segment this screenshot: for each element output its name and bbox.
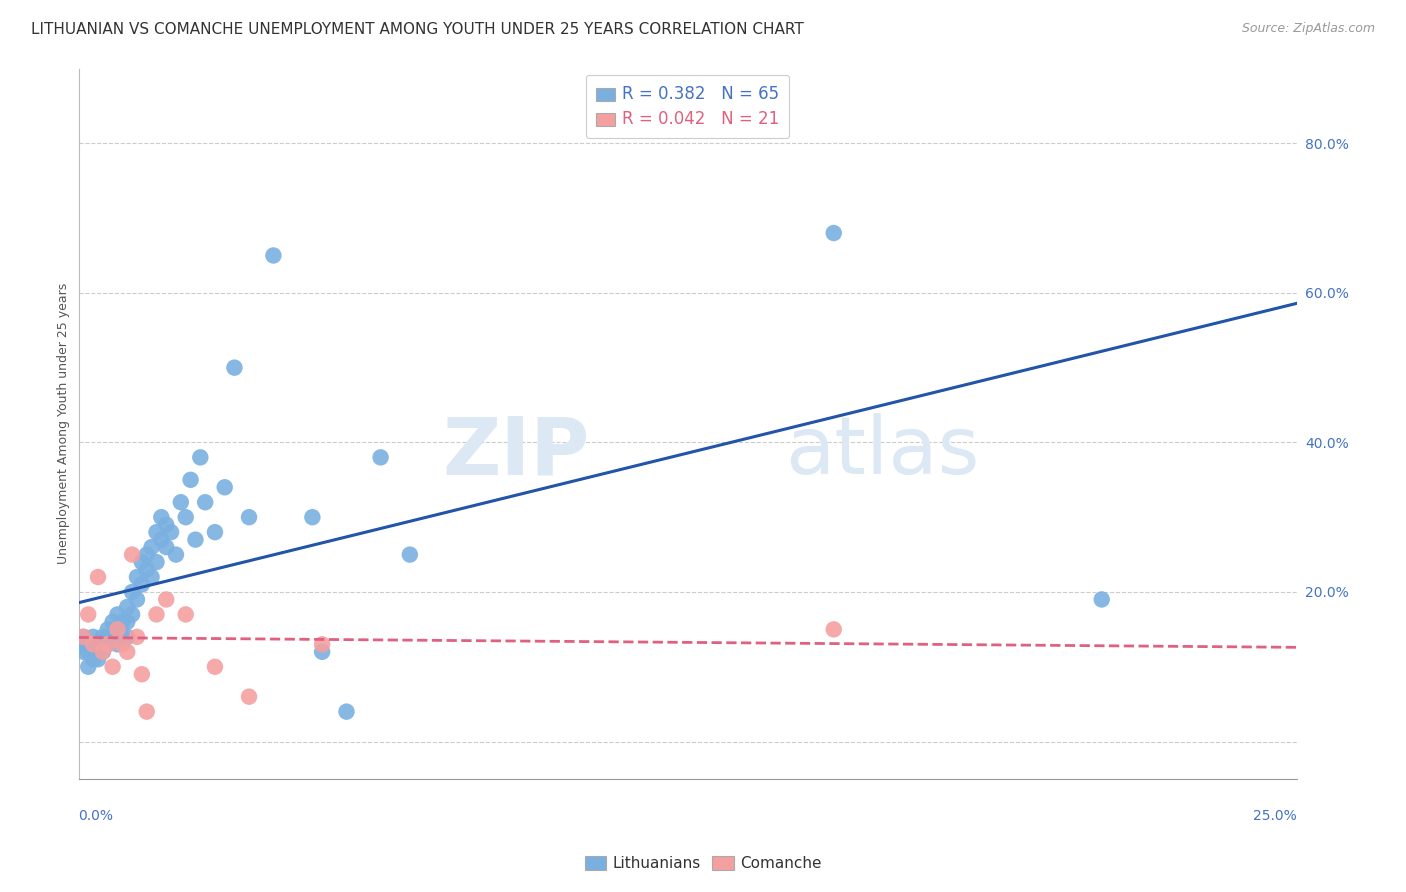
Point <box>823 623 845 637</box>
Point <box>72 637 94 651</box>
Point <box>155 540 177 554</box>
Point <box>115 645 138 659</box>
Point <box>155 592 177 607</box>
Point <box>145 525 167 540</box>
Point <box>155 517 177 532</box>
Point <box>150 533 173 547</box>
Point <box>141 540 163 554</box>
Point <box>115 630 138 644</box>
Point <box>77 659 100 673</box>
Point <box>823 226 845 240</box>
Point <box>91 645 114 659</box>
Point <box>135 705 157 719</box>
Point <box>121 607 143 622</box>
Point <box>115 615 138 629</box>
Point <box>87 570 110 584</box>
Legend: Lithuanians, Comanche: Lithuanians, Comanche <box>578 850 828 877</box>
Point <box>141 570 163 584</box>
Point <box>125 630 148 644</box>
Point <box>194 495 217 509</box>
Point <box>115 599 138 614</box>
Point <box>77 645 100 659</box>
Point <box>111 615 134 629</box>
Point <box>91 637 114 651</box>
Point <box>125 592 148 607</box>
Point <box>72 645 94 659</box>
Point <box>72 630 94 644</box>
Point <box>82 637 104 651</box>
Point <box>238 510 260 524</box>
Point <box>204 525 226 540</box>
Point <box>301 510 323 524</box>
Point <box>97 637 120 651</box>
Point <box>97 630 120 644</box>
Point <box>87 652 110 666</box>
Point <box>131 577 153 591</box>
Point <box>125 570 148 584</box>
Point <box>131 555 153 569</box>
Point <box>150 510 173 524</box>
Point <box>238 690 260 704</box>
Point <box>91 645 114 659</box>
Point <box>107 637 129 651</box>
Point <box>101 615 124 629</box>
Point <box>335 705 357 719</box>
Point <box>145 607 167 622</box>
Point <box>101 630 124 644</box>
Point <box>135 563 157 577</box>
Point <box>135 548 157 562</box>
Point <box>111 637 134 651</box>
Point <box>97 637 120 651</box>
Legend: R = 0.382   N = 65, R = 0.042   N = 21: R = 0.382 N = 65, R = 0.042 N = 21 <box>586 76 789 138</box>
Point <box>87 645 110 659</box>
Point <box>107 623 129 637</box>
Point <box>145 555 167 569</box>
Y-axis label: Unemployment Among Youth under 25 years: Unemployment Among Youth under 25 years <box>58 283 70 565</box>
Point <box>101 659 124 673</box>
Text: 25.0%: 25.0% <box>1253 809 1296 823</box>
Text: LITHUANIAN VS COMANCHE UNEMPLOYMENT AMONG YOUTH UNDER 25 YEARS CORRELATION CHART: LITHUANIAN VS COMANCHE UNEMPLOYMENT AMON… <box>31 22 804 37</box>
Text: 0.0%: 0.0% <box>79 809 114 823</box>
Point <box>77 637 100 651</box>
Point <box>262 248 284 262</box>
Point <box>174 607 197 622</box>
Point <box>82 630 104 644</box>
Point <box>87 637 110 651</box>
Point <box>72 630 94 644</box>
Text: Source: ZipAtlas.com: Source: ZipAtlas.com <box>1241 22 1375 36</box>
Point <box>370 450 392 465</box>
Point <box>77 607 100 622</box>
Text: ZIP: ZIP <box>443 413 591 491</box>
Point <box>204 659 226 673</box>
Point <box>107 607 129 622</box>
Point <box>82 645 104 659</box>
Point <box>165 548 187 562</box>
Point <box>311 637 333 651</box>
Point <box>214 480 236 494</box>
Point <box>184 533 207 547</box>
Point <box>121 548 143 562</box>
Point <box>131 667 153 681</box>
Point <box>82 637 104 651</box>
Point <box>398 548 420 562</box>
Point <box>188 450 211 465</box>
Point <box>111 630 134 644</box>
Point <box>107 623 129 637</box>
Point <box>82 652 104 666</box>
Text: atlas: atlas <box>785 413 980 491</box>
Point <box>91 630 114 644</box>
Point <box>180 473 202 487</box>
Point <box>121 585 143 599</box>
Point <box>170 495 193 509</box>
Point <box>160 525 183 540</box>
Point <box>224 360 246 375</box>
Point <box>1091 592 1114 607</box>
Point <box>97 623 120 637</box>
Point <box>174 510 197 524</box>
Point <box>311 645 333 659</box>
